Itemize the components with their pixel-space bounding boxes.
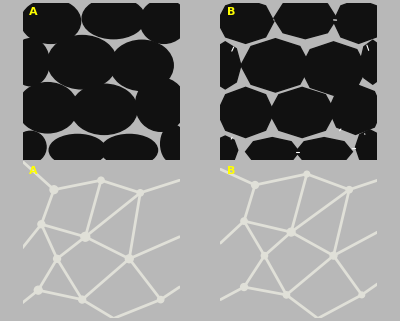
Ellipse shape: [71, 84, 137, 134]
Text: A: A: [29, 7, 38, 17]
Polygon shape: [360, 40, 385, 84]
Text: B: B: [227, 7, 235, 17]
Circle shape: [287, 228, 295, 236]
Polygon shape: [329, 84, 382, 134]
Circle shape: [34, 286, 42, 294]
Ellipse shape: [21, 0, 81, 43]
Circle shape: [346, 187, 352, 193]
Polygon shape: [334, 0, 384, 43]
Polygon shape: [210, 42, 241, 89]
Circle shape: [54, 255, 60, 262]
Ellipse shape: [15, 131, 46, 163]
Ellipse shape: [101, 134, 158, 166]
Ellipse shape: [18, 82, 78, 133]
Ellipse shape: [82, 0, 145, 39]
Circle shape: [359, 292, 365, 298]
Circle shape: [252, 182, 258, 188]
Ellipse shape: [110, 40, 173, 91]
Circle shape: [241, 218, 247, 224]
Polygon shape: [246, 138, 299, 166]
Circle shape: [125, 255, 133, 263]
Polygon shape: [274, 0, 337, 39]
Circle shape: [261, 253, 268, 259]
Polygon shape: [217, 0, 274, 43]
Circle shape: [38, 221, 45, 228]
Circle shape: [158, 297, 164, 303]
Polygon shape: [241, 39, 310, 92]
Polygon shape: [217, 87, 274, 138]
Polygon shape: [300, 42, 366, 95]
Ellipse shape: [136, 78, 186, 131]
Circle shape: [81, 232, 90, 241]
Ellipse shape: [49, 134, 106, 166]
Circle shape: [79, 296, 86, 303]
Ellipse shape: [161, 125, 186, 163]
Polygon shape: [269, 87, 335, 138]
Polygon shape: [213, 136, 238, 164]
Ellipse shape: [140, 0, 187, 43]
Ellipse shape: [12, 39, 49, 86]
Circle shape: [240, 283, 248, 291]
Circle shape: [304, 171, 310, 177]
Circle shape: [137, 190, 144, 196]
Ellipse shape: [48, 36, 117, 89]
Circle shape: [330, 252, 337, 259]
Polygon shape: [356, 130, 384, 164]
Circle shape: [98, 177, 104, 183]
Circle shape: [50, 186, 58, 194]
Polygon shape: [296, 138, 352, 166]
Text: B: B: [227, 166, 235, 176]
Text: A: A: [29, 166, 38, 176]
Circle shape: [283, 292, 290, 298]
